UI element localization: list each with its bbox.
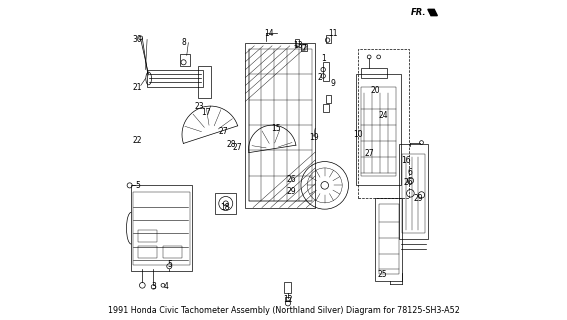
Bar bbox=[399, 144, 428, 239]
Bar bbox=[246, 43, 315, 208]
Text: 11: 11 bbox=[328, 28, 337, 38]
Text: 4: 4 bbox=[164, 282, 168, 292]
Bar bbox=[357, 74, 401, 185]
Text: 3: 3 bbox=[151, 282, 156, 292]
Text: 29: 29 bbox=[286, 187, 296, 196]
Bar bbox=[327, 35, 331, 43]
Text: 27: 27 bbox=[218, 127, 228, 136]
Bar bbox=[131, 185, 192, 271]
Bar bbox=[133, 192, 190, 265]
Text: 25: 25 bbox=[377, 270, 387, 279]
Text: 9: 9 bbox=[330, 79, 335, 88]
Text: 20: 20 bbox=[371, 86, 380, 95]
Bar bbox=[215, 193, 236, 214]
Bar bbox=[285, 297, 290, 301]
Text: 27: 27 bbox=[232, 143, 242, 152]
Bar bbox=[375, 198, 403, 281]
Bar bbox=[361, 68, 387, 77]
Bar bbox=[358, 49, 409, 198]
Text: 27: 27 bbox=[365, 149, 374, 158]
Bar bbox=[295, 39, 299, 46]
Bar bbox=[180, 54, 190, 67]
Text: 30: 30 bbox=[133, 35, 142, 44]
Bar bbox=[138, 230, 156, 243]
Bar bbox=[403, 154, 425, 233]
Text: 6: 6 bbox=[408, 168, 413, 177]
Text: 22: 22 bbox=[133, 136, 142, 146]
Text: FR.: FR. bbox=[411, 8, 426, 17]
Text: 28: 28 bbox=[226, 140, 236, 148]
Bar bbox=[323, 105, 329, 112]
Text: 19: 19 bbox=[309, 133, 319, 142]
Text: 8: 8 bbox=[181, 38, 186, 47]
Bar bbox=[301, 44, 307, 51]
Text: 7: 7 bbox=[302, 44, 307, 53]
Text: 16: 16 bbox=[401, 156, 411, 164]
Bar bbox=[379, 204, 399, 274]
Text: 26: 26 bbox=[404, 178, 413, 187]
Bar bbox=[285, 282, 291, 293]
Bar bbox=[323, 62, 329, 81]
Text: 18: 18 bbox=[220, 203, 230, 212]
Text: 21: 21 bbox=[133, 83, 142, 92]
Text: 5: 5 bbox=[135, 181, 140, 190]
Bar bbox=[138, 246, 156, 258]
Text: 10: 10 bbox=[353, 130, 363, 139]
Bar bbox=[147, 69, 202, 87]
Text: 26: 26 bbox=[286, 174, 296, 184]
Text: 15: 15 bbox=[271, 124, 281, 133]
Text: 29: 29 bbox=[413, 194, 423, 203]
Text: 13: 13 bbox=[293, 41, 303, 50]
Text: 1: 1 bbox=[321, 54, 325, 63]
Text: 17: 17 bbox=[201, 108, 210, 117]
Text: 1991 Honda Civic Tachometer Assembly (Northland Silver) Diagram for 78125-SH3-A5: 1991 Honda Civic Tachometer Assembly (No… bbox=[108, 307, 459, 316]
Bar bbox=[361, 87, 396, 176]
Text: 2: 2 bbox=[318, 73, 323, 82]
Bar bbox=[302, 44, 306, 50]
Text: 5: 5 bbox=[167, 260, 172, 269]
Text: 23: 23 bbox=[194, 101, 204, 111]
Bar bbox=[163, 246, 182, 258]
Polygon shape bbox=[428, 9, 437, 16]
Text: 24: 24 bbox=[379, 111, 388, 120]
Bar bbox=[327, 95, 331, 103]
Text: 12: 12 bbox=[284, 295, 293, 304]
Bar bbox=[248, 49, 312, 201]
Text: 14: 14 bbox=[264, 28, 274, 38]
Bar bbox=[198, 67, 210, 98]
